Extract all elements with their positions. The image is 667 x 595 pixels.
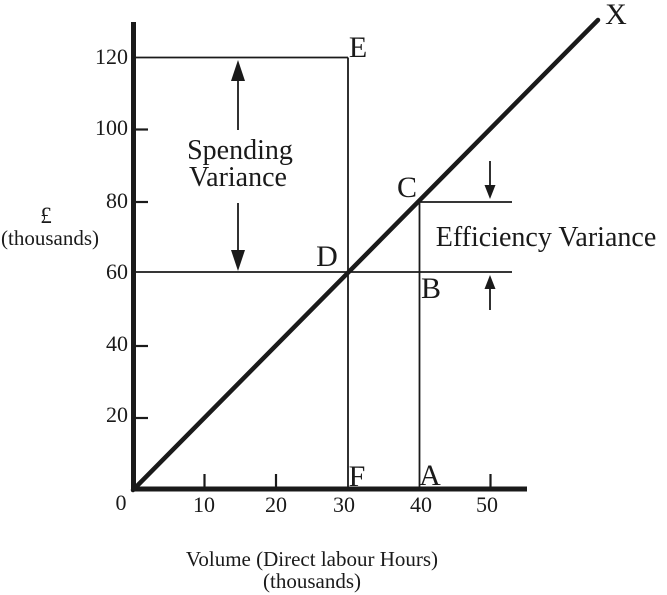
x-tick-label-20: 20	[265, 492, 287, 517]
x-tick-label-10: 10	[193, 492, 215, 517]
x-tick-label-30: 30	[333, 492, 355, 517]
spending-variance-label-line2: Variance	[189, 162, 287, 193]
point-label-A: A	[419, 459, 441, 492]
y-axis-title-line1: £	[40, 203, 52, 228]
x-tick-label-0: 0	[116, 490, 127, 515]
y-tick-label-120: 120	[95, 44, 128, 69]
line-end-label-X: X	[605, 0, 627, 31]
point-label-E: E	[349, 31, 367, 64]
x-axis-title-line2: (thousands)	[263, 569, 361, 593]
spending-variance-up-arrow	[231, 60, 245, 130]
point-label-F: F	[349, 460, 366, 493]
y-tick-label-100: 100	[95, 115, 128, 140]
efficiency-variance-label: Efficiency Variance	[436, 222, 657, 253]
y-tick-label-40: 40	[106, 331, 128, 356]
x-tick-label-50: 50	[476, 492, 498, 517]
x-axis-title-line1: Volume (Direct labour Hours)	[186, 547, 438, 571]
arrow-head-down-icon	[231, 250, 245, 271]
efficiency-variance-up-arrow	[484, 275, 496, 310]
y-axis-title-line2: (thousands)	[1, 226, 99, 250]
y-tick-label-80: 80	[106, 188, 128, 213]
point-label-D: D	[316, 240, 338, 273]
spending-variance-down-arrow	[231, 203, 245, 271]
efficiency-variance-down-arrow	[484, 161, 496, 199]
x-tick-label-40: 40	[410, 492, 432, 517]
spending-variance-label-line1: Spending	[187, 135, 293, 166]
y-tick-label-20: 20	[106, 402, 128, 427]
point-label-C: C	[397, 171, 417, 204]
y-tick-label-60: 60	[106, 259, 128, 284]
arrow-head-up-icon	[484, 275, 496, 289]
arrow-head-up-icon	[231, 60, 245, 81]
point-label-B: B	[421, 272, 441, 305]
arrow-head-down-icon	[484, 185, 496, 199]
budget-line	[130, 17, 601, 493]
